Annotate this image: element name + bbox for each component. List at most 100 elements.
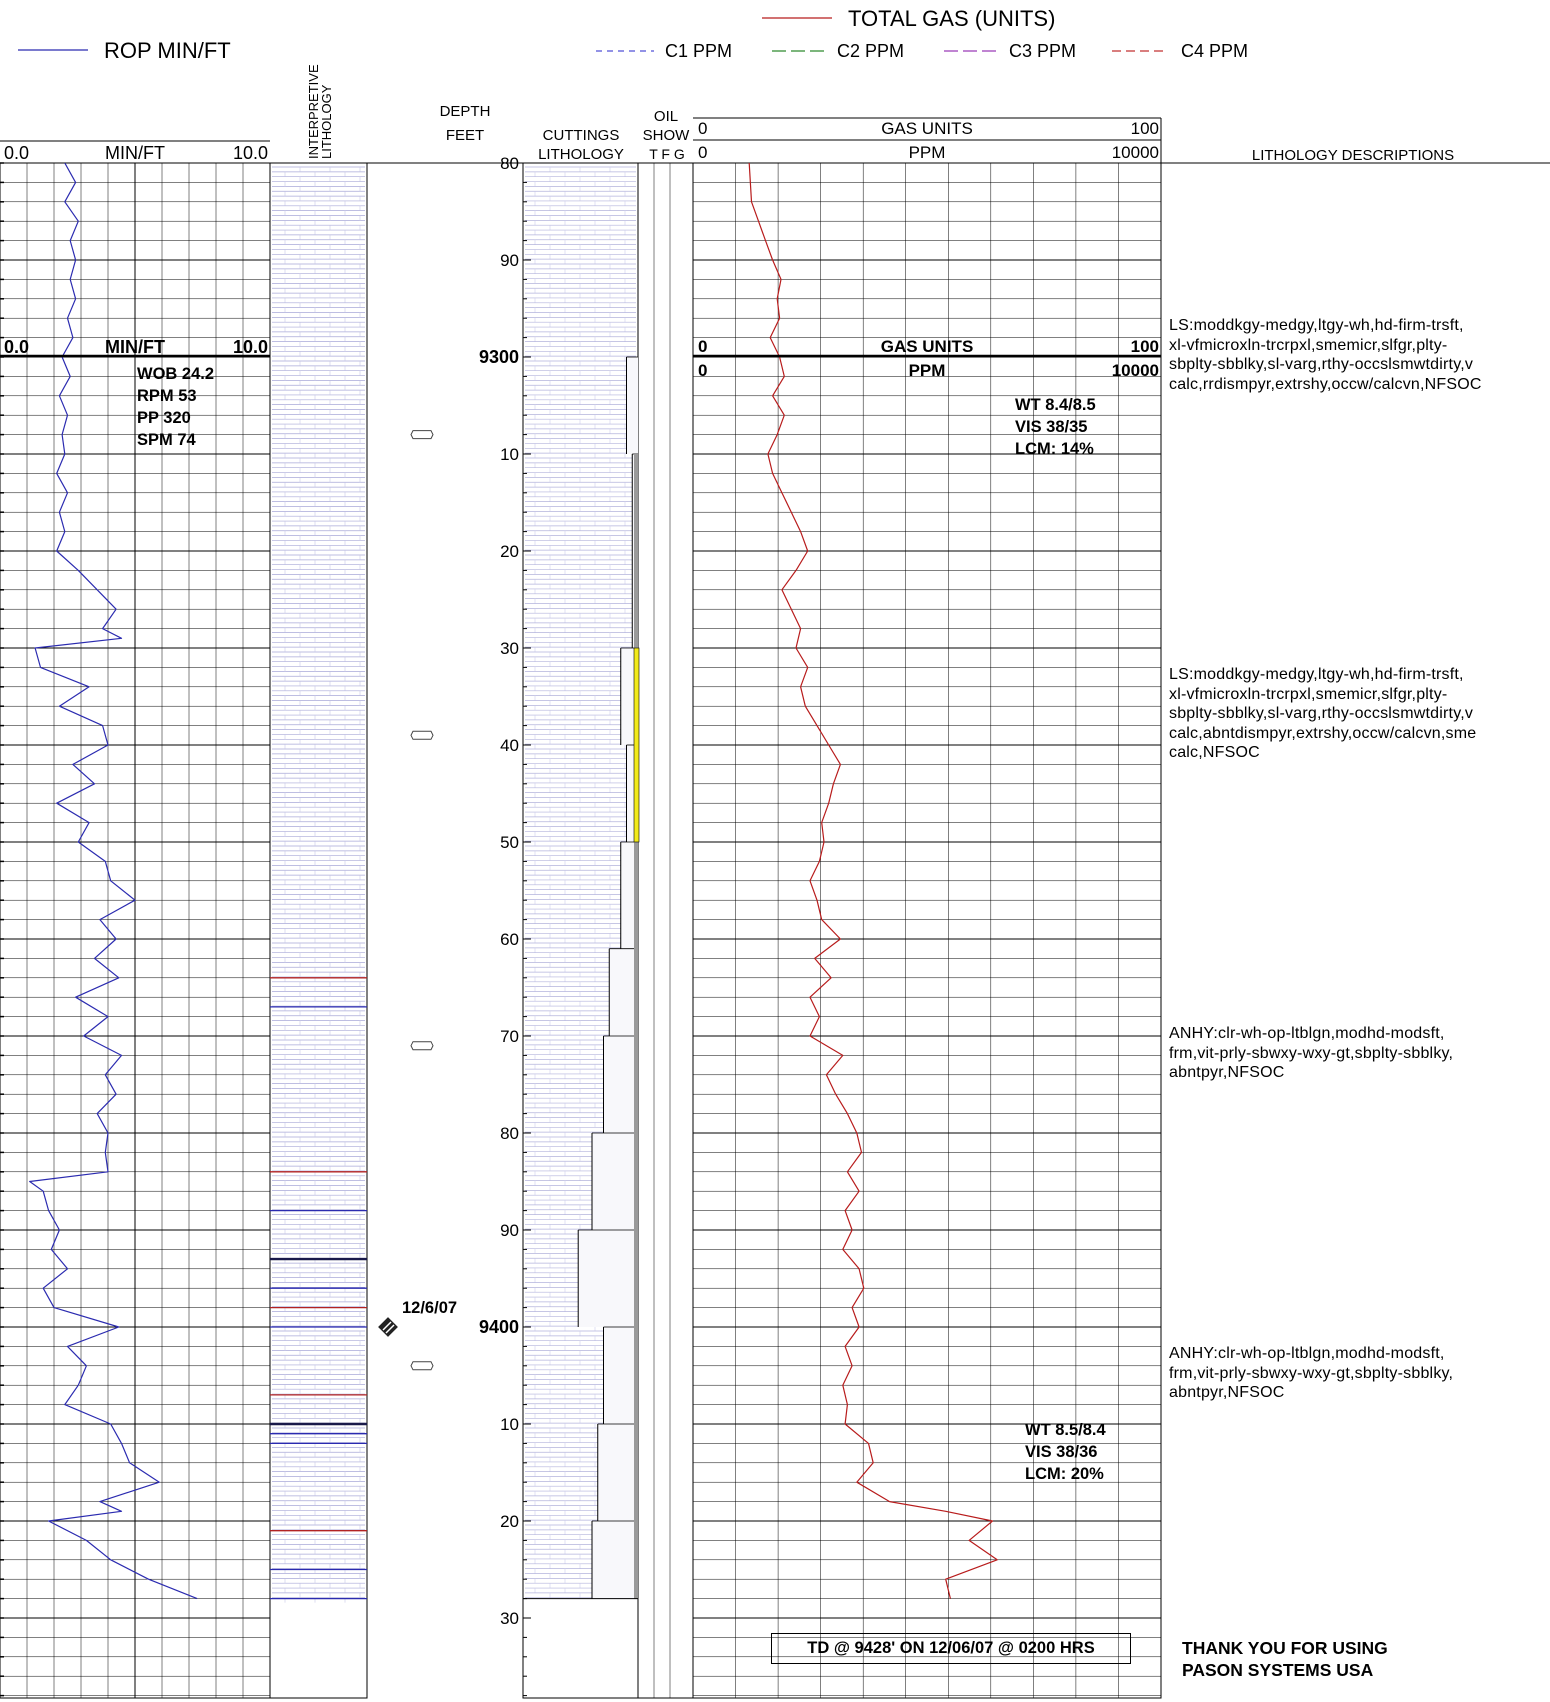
mud-properties-1: WT 8.4/8.5 VIS 38/35 LCM: 14% xyxy=(1015,396,1096,458)
closing-note-line-2: PASON SYSTEMS USA xyxy=(1182,1660,1374,1680)
total-gas-curve xyxy=(748,163,998,1599)
mud-lcm-2: LCM: 20% xyxy=(1025,1465,1104,1483)
bit-run-icon xyxy=(410,1361,434,1371)
closing-note: THANK YOU FOR USING PASON SYSTEMS USA xyxy=(1182,1637,1388,1681)
lithology-description: ANHY:clr-wh-op-ltblgn,modhd-modsft, frm,v… xyxy=(1169,1344,1453,1403)
lithology-description: LS:moddkgy-medgy,ltgy-wh,hd-firm-trsft, x… xyxy=(1169,316,1482,394)
ppm-scale-min: 0 xyxy=(698,143,707,162)
cuttings-header: CUTTINGS xyxy=(543,127,620,144)
depth-label: 50 xyxy=(500,833,519,852)
lithology-descriptions-header: LITHOLOGY DESCRIPTIONS xyxy=(1252,147,1454,164)
rop-scale-max: 10.0 xyxy=(233,143,268,163)
depth-label: 20 xyxy=(500,1512,519,1531)
lithology-description-line: LS:moddkgy-medgy,ltgy-wh,hd-firm-trsft, xyxy=(1169,317,1464,335)
lithology-description-line: frm,vit-prly-sbwxy-wxy-gt,sbplty-sbblky, xyxy=(1169,1364,1454,1382)
cuttings-interval xyxy=(620,842,638,949)
depth-label: 9400 xyxy=(479,1317,519,1337)
depth-track: 80909300102030405060708090940010203040 xyxy=(378,154,531,1697)
cuttings-interval xyxy=(609,948,638,1036)
lithology-description-line: ANHY:clr-wh-op-ltblgn,modhd-modsft, xyxy=(1169,1025,1445,1043)
ppm-scale-label: PPM xyxy=(909,143,946,162)
depth-label: 80 xyxy=(500,154,519,173)
depth-label: 9300 xyxy=(479,347,519,367)
depth-label: 40 xyxy=(500,736,519,755)
gas-units-repeat-max: 100 xyxy=(1131,337,1159,356)
cuttings-interval xyxy=(603,1327,638,1424)
cuttings-lithology-track xyxy=(523,166,640,1600)
mud-vis-2: VIS 38/36 xyxy=(1025,1443,1097,1461)
ppm-scale-max: 10000 xyxy=(1112,143,1159,162)
column-headers: INTERPRETIVE LITHOLOGY DEPTH FEET CUTTIN… xyxy=(0,64,1454,164)
mud-properties-2: WT 8.5/8.4 VIS 38/36 LCM: 20% xyxy=(1025,1421,1107,1483)
depth-label: 80 xyxy=(500,1124,519,1143)
depth-label: 30 xyxy=(500,639,519,658)
ppm-repeat-min: 0 xyxy=(698,361,707,380)
rop-repeat-max: 10.0 xyxy=(233,337,268,357)
track-border xyxy=(269,162,368,1699)
rop-repeat-min: 0.0 xyxy=(4,337,29,357)
date-marker-icon-stripe xyxy=(385,1324,395,1334)
track-border xyxy=(637,162,694,1699)
lithology-description-line: xl-vfmicroxln-trcrpxl,smemicr,slfgr,plty… xyxy=(1169,685,1448,703)
pp-value: PP 320 xyxy=(137,409,191,427)
depth-label: 30 xyxy=(500,1609,519,1628)
interpretive-lithology-header-1: INTERPRETIVE xyxy=(306,64,321,159)
rop-curve xyxy=(29,163,198,1600)
rop-line xyxy=(29,163,198,1600)
lithology-description-line: frm,vit-prly-sbwxy-wxy-gt,sbplty-sbblky, xyxy=(1169,1044,1454,1062)
rop-scale-min: 0.0 xyxy=(4,143,29,163)
date-marker-icon-stripe xyxy=(382,1321,392,1331)
interpretive-lithology-track xyxy=(270,166,367,1603)
td-annotation-box: TD @ 9428' ON 12/06/07 @ 0200 HRS xyxy=(771,1633,1131,1664)
date-annotation: 12/6/07 xyxy=(402,1299,457,1317)
lithology-description-line: calc,rrdismpyr,extrshy,occw/calcvn,NFSOC xyxy=(1169,375,1482,393)
depth-label: 90 xyxy=(500,1221,519,1240)
lithology-description-line: ANHY:clr-wh-op-ltblgn,modhd-modsft, xyxy=(1169,1345,1445,1363)
depth-label: 10 xyxy=(500,1415,519,1434)
closing-note-line-1: THANK YOU FOR USING xyxy=(1182,1638,1388,1658)
total-gas-legend-label: TOTAL GAS (UNITS) xyxy=(848,6,1055,31)
lithology-description-line: LS:moddkgy-medgy,ltgy-wh,hd-firm-trsft, xyxy=(1169,666,1464,684)
gas-units-repeat-label: GAS UNITS xyxy=(881,337,974,356)
gas-units-scale-min: 0 xyxy=(698,119,707,138)
gas-units-scale-max: 100 xyxy=(1131,119,1159,138)
lithology-description: LS:moddkgy-medgy,ltgy-wh,hd-firm-trsft, x… xyxy=(1169,665,1476,763)
bit-run-icon xyxy=(410,1041,434,1051)
lithology-description: ANHY:clr-wh-op-ltblgn,modhd-modsft, frm,v… xyxy=(1169,1024,1453,1083)
cuttings-interval xyxy=(597,1424,638,1521)
spm-value: SPM 74 xyxy=(137,431,197,449)
drilling-parameters: WOB 24.2 RPM 53 PP 320 SPM 74 xyxy=(137,365,214,449)
lithology-description-line: abntpyr,NFSOC xyxy=(1169,1384,1285,1402)
lithology-descriptions-panel: LS:moddkgy-medgy,ltgy-wh,hd-firm-trsft, x… xyxy=(1165,0,1550,1702)
bit-run-icon xyxy=(410,430,434,440)
lithology-description-line: abntpyr,NFSOC xyxy=(1169,1064,1285,1082)
depth-header: DEPTH xyxy=(440,103,491,120)
depth-label: 20 xyxy=(500,542,519,561)
total-gas-line xyxy=(748,163,998,1599)
lithology-description-line: xl-vfmicroxln-trcrpxl,smemicr,slfgr,plty… xyxy=(1169,336,1448,354)
mud-lcm-1: LCM: 14% xyxy=(1015,440,1094,458)
lithology-header: LITHOLOGY xyxy=(538,146,624,163)
rop-scale-label: MIN/FT xyxy=(105,143,165,163)
cuttings-interval xyxy=(626,745,638,842)
tfg-header: T F G xyxy=(649,146,685,162)
rpm-value: RPM 53 xyxy=(137,387,197,405)
cuttings-interval xyxy=(620,648,638,745)
cuttings-interval xyxy=(592,1133,638,1230)
c4-legend-label: C4 PPM xyxy=(1181,41,1248,61)
depth-label: 90 xyxy=(500,251,519,270)
lithology-description-line: calc,abntdismpyr,extrshy,occw/calcvn,sme xyxy=(1169,724,1477,742)
ppm-repeat-label: PPM xyxy=(909,361,946,380)
lithology-description-line: calc,NFSOC xyxy=(1169,744,1260,762)
wob-value: WOB 24.2 xyxy=(137,365,214,383)
oil-header: OIL xyxy=(654,108,678,125)
cuttings-shading-bar xyxy=(634,454,638,1599)
legend: ROP MIN/FT TOTAL GAS (UNITS) C1 PPM C2 P… xyxy=(18,6,1248,63)
mud-weight-2: WT 8.5/8.4 xyxy=(1025,1421,1107,1439)
cuttings-interval xyxy=(578,1230,638,1327)
depth-label: 10 xyxy=(500,445,519,464)
gas-units-repeat-min: 0 xyxy=(698,337,707,356)
rop-legend-label: ROP MIN/FT xyxy=(104,38,231,63)
mud-weight-1: WT 8.4/8.5 xyxy=(1015,396,1096,414)
